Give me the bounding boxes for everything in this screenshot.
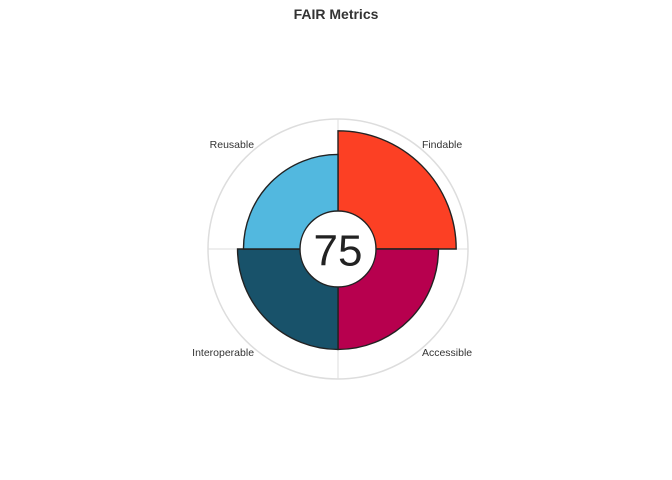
center-badge: 75 — [299, 210, 377, 288]
chart-title: FAIR Metrics — [293, 6, 379, 22]
label-findable: Findable — [422, 139, 462, 151]
label-accessible: Accessible — [422, 347, 472, 359]
label-reusable: Reusable — [210, 139, 255, 151]
center-value: 75 — [314, 227, 363, 276]
bar-findable — [337, 130, 457, 250]
center-circle — [299, 210, 377, 288]
label-interoperable: Interoperable — [192, 347, 254, 359]
category-labels: Findable Accessible Interoperable Reusable — [192, 139, 472, 359]
